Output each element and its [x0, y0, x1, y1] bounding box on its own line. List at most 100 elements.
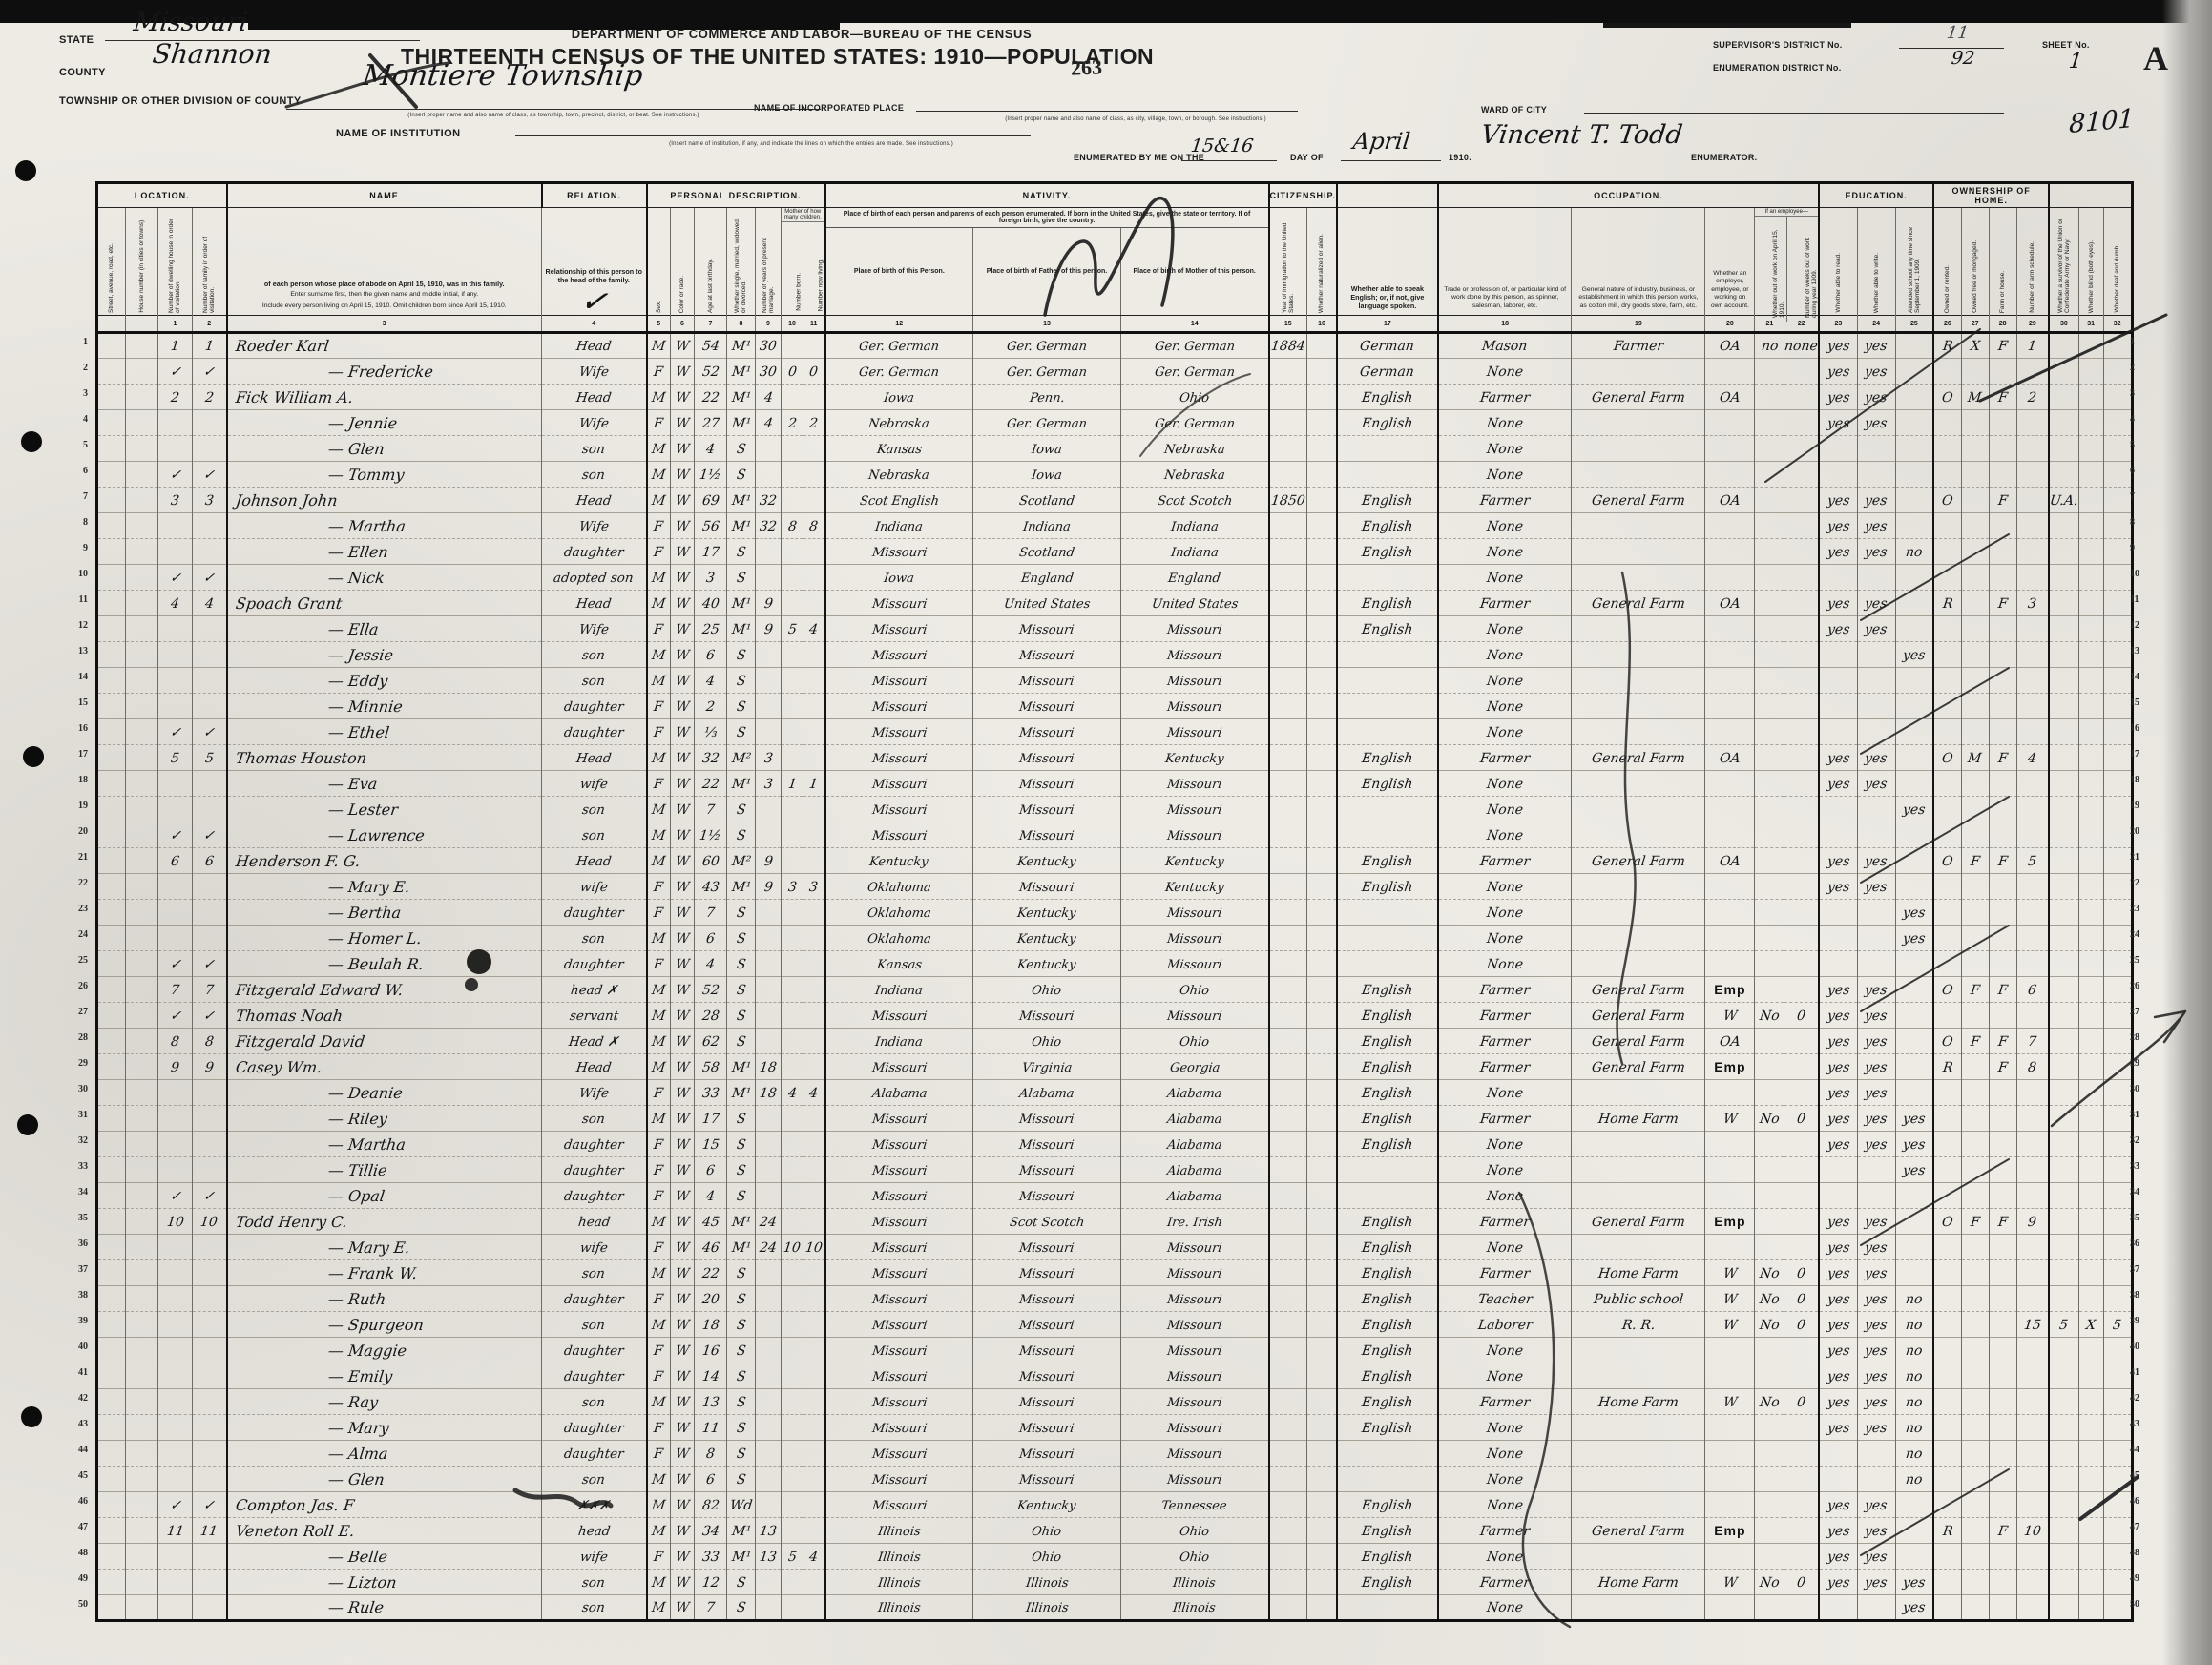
column-number-row: 1 2 3 4 5 6 7 8 9 10 11 12 13 14 15 16 17 18 19 20 21 22 23 24 2… [96, 315, 2133, 334]
cell-p2: Missouri [972, 770, 1121, 797]
cell-ind [1571, 873, 1705, 900]
cell-rel: Wife [541, 615, 647, 642]
line-number: 41 [2130, 1367, 2139, 1378]
handwritten-entry: None [1486, 1188, 1525, 1204]
handwritten-entry: M¹ [730, 1214, 752, 1230]
cell-color: W [670, 1234, 695, 1260]
cell-p3: England [1120, 564, 1269, 591]
handwritten-entry: English [1361, 1033, 1414, 1050]
cell-wr: yes [1856, 1208, 1896, 1235]
cell-o2 [1960, 1311, 1990, 1338]
handwritten-entry: OA [1719, 339, 1742, 354]
column-number: 2 [192, 315, 227, 334]
cell-color: W [670, 1285, 695, 1312]
handwritten-entry: 1 [786, 776, 798, 792]
handwritten-entry: Iowa [1031, 468, 1063, 483]
column-number: 30 [2048, 315, 2079, 334]
cell-imm [1267, 564, 1307, 591]
handwritten-entry: S [735, 544, 747, 560]
cell-o3 [1988, 1337, 2017, 1363]
cell-age: 60 [694, 847, 727, 874]
handwritten-entry: English [1361, 1342, 1414, 1359]
handwritten-entry: Home Farm [1597, 1394, 1680, 1410]
cell-o1 [1932, 1363, 1962, 1389]
cell-imm [1267, 950, 1307, 977]
handwritten-entry: — Lizton [326, 1572, 398, 1592]
handwritten-entry: Farmer [1479, 389, 1532, 406]
line-number: 26 [2130, 981, 2139, 991]
handwritten-entry: — Mary E. [326, 1238, 411, 1257]
cell-p1: Oklahoma [824, 925, 973, 951]
cell-nat [1306, 1028, 1337, 1054]
cell-lang: English [1335, 1079, 1438, 1106]
handwritten-entry: Henderson F. G. [234, 851, 362, 870]
column-number: 19 [1571, 315, 1705, 334]
cell-rel: Head [541, 487, 647, 513]
cell-cl [803, 1337, 825, 1363]
handwritten-entry: None [1486, 467, 1525, 483]
cell-lang [1335, 1156, 1438, 1183]
cell-street [96, 409, 126, 436]
col-header-yrs: Number of years of present marriage. [755, 207, 782, 316]
handwritten-entry: yes [1902, 647, 1927, 663]
handwritten-entry: head [576, 1523, 611, 1539]
cell-p3: Missouri [1120, 667, 1269, 694]
handwritten-entry: F [653, 518, 665, 534]
cell-o2 [1960, 1105, 1990, 1132]
handwritten-entry: S [735, 1033, 747, 1050]
cell-dwell [157, 1105, 193, 1132]
cell-ow: No [1754, 1311, 1784, 1338]
cell-p3: Tennessee [1120, 1491, 1269, 1518]
cell-o4 [2015, 1491, 2050, 1518]
cell-cb [781, 1491, 803, 1518]
cell-rd [1818, 796, 1858, 822]
handwritten-entry: 8 [786, 518, 798, 534]
cell-o3 [1988, 770, 2017, 797]
handwritten-entry: no [1905, 1342, 1924, 1359]
handwritten-entry: Kentucky [1164, 751, 1225, 766]
handwritten-entry: yes [1826, 1317, 1851, 1333]
cell-age: 12 [694, 1569, 727, 1595]
cell-o2 [1960, 615, 1990, 642]
line-number: 37 [2130, 1264, 2139, 1275]
handwritten-entry: 0 [1796, 1291, 1807, 1307]
cell-house [125, 770, 158, 797]
cell-p2: Ger. German [972, 332, 1121, 359]
cell-color: W [670, 925, 695, 951]
cell-name: — Opal [225, 1182, 542, 1209]
table-row: — Maggie daughter F W 16 S Missouri Missouri Mis… [96, 1337, 2133, 1363]
cell-o2 [1960, 1440, 1990, 1467]
cell-dwell [157, 1311, 193, 1338]
cell-o3 [1988, 1234, 2017, 1260]
cell-o1: R [1932, 1517, 1962, 1544]
handwritten-entry: United States [1150, 596, 1239, 612]
cell-dwell: 6 [157, 847, 193, 874]
cell-p1: Missouri [824, 1131, 973, 1157]
handwritten-entry: Missouri [1166, 674, 1223, 689]
handwritten-entry: — Eddy [326, 671, 388, 690]
cell-p3: Alabama [1120, 1079, 1269, 1106]
cell-sex: M [645, 1105, 671, 1132]
cell-nat [1306, 1311, 1337, 1338]
cell-color: W [670, 487, 695, 513]
column-number: 28 [1988, 315, 2017, 334]
cell-o2 [1960, 461, 1990, 488]
handwritten-entry: F [1969, 1033, 1981, 1050]
handwritten-entry: yes [1826, 339, 1851, 354]
cell-rel: daughter [541, 950, 647, 977]
cell-p2: Missouri [972, 667, 1121, 694]
cell-o4 [2015, 1234, 2050, 1260]
cell-fam: ✓ [192, 1491, 227, 1518]
line-number: 15 [2130, 697, 2139, 708]
cell-age: 17 [694, 538, 727, 565]
handwritten-entry: ✗✗✗ [576, 1497, 612, 1513]
cell-wk [1784, 1182, 1820, 1209]
cell-o1 [1932, 925, 1962, 951]
cell-age: 6 [694, 925, 727, 951]
handwritten-entry: Missouri [1018, 648, 1075, 663]
cell-fam: 9 [192, 1053, 227, 1080]
cell-mar: S [726, 1131, 756, 1157]
cell-o1 [1932, 667, 1962, 694]
cell-o1 [1932, 1569, 1962, 1595]
cell-ind: General Farm [1571, 384, 1705, 410]
